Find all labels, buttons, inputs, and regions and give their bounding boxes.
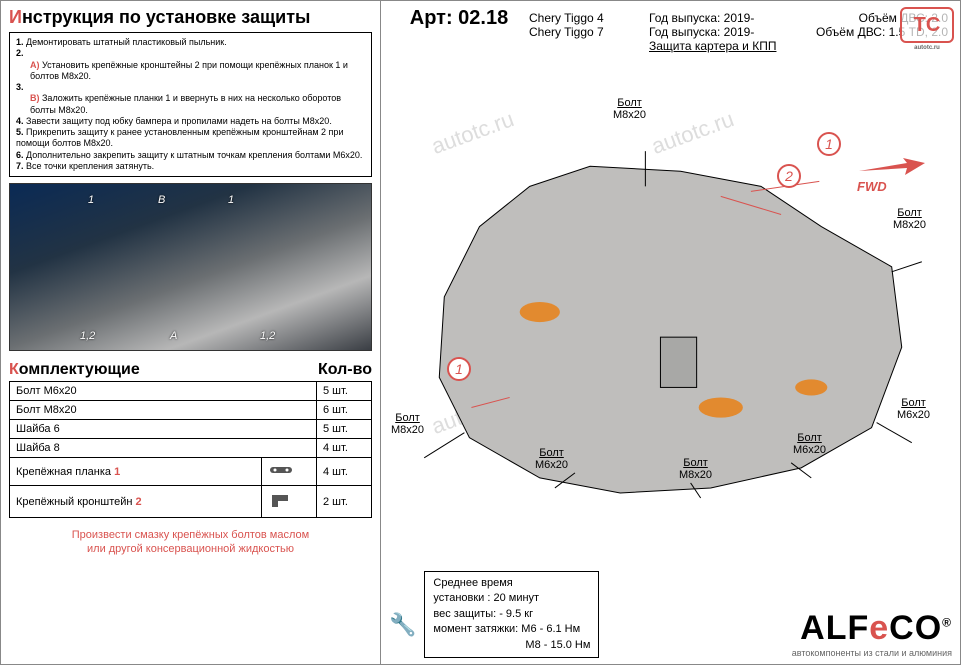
instructions-title: Инструкция по установке защиты: [9, 7, 372, 28]
bolt-label: БолтМ6х20: [535, 447, 568, 471]
header-row: Арт: 02.18 Chery Tiggo 4 Chery Tiggo 7 Г…: [389, 7, 952, 53]
bottom-row: 🔧 Среднее время установки : 20 минут вес…: [389, 571, 952, 658]
alfeco-logo: ALFeCO® автокомпоненты из стали и алюмин…: [792, 609, 952, 658]
callout-number: 1: [817, 132, 841, 156]
table-row: Крепёжная планка 14 шт.: [10, 458, 372, 486]
bolt-label: БолтМ8х20: [613, 97, 646, 121]
stats-box: Среднее время установки : 20 минут вес з…: [424, 571, 599, 658]
bolt-label: БолтМ6х20: [793, 432, 826, 456]
photo-annotation: B: [158, 194, 165, 206]
instruction-step: 2.: [16, 48, 365, 59]
photo-annotation: 1,2: [260, 330, 275, 342]
tc-logo: TC autotc.ru: [900, 7, 954, 43]
table-row: Шайба 84 шт.: [10, 439, 372, 458]
photo-annotation: 1: [88, 194, 94, 206]
right-column: TC autotc.ru Арт: 02.18 Chery Tiggo 4 Ch…: [381, 1, 960, 664]
fwd-indicator: FWD: [857, 157, 927, 194]
instruction-step: 1. Демонтировать штатный пластиковый пыл…: [16, 37, 365, 48]
table-row: Болт М6х205 шт.: [10, 382, 372, 401]
instruction-step: В) Заложить крепёжные планки 1 и ввернут…: [16, 93, 365, 116]
photo-annotation: A: [170, 330, 177, 342]
instruction-step: 7. Все точки крепления затянуть.: [16, 161, 365, 172]
components-header: Комплектующие Кол-во: [9, 361, 372, 379]
table-row: Крепёжный кронштейн 22 шт.: [10, 486, 372, 518]
photo-annotation: 1: [228, 194, 234, 206]
installation-photo: 1 1 B 1,2 1,2 A: [9, 183, 372, 351]
table-row: Шайба 65 шт.: [10, 420, 372, 439]
instruction-step: 4. Завести защиту под юбку бампера и про…: [16, 116, 365, 127]
callout-number: 1: [447, 357, 471, 381]
bolt-label: БолтМ8х20: [893, 207, 926, 231]
table-row: Болт М8х206 шт.: [10, 401, 372, 420]
instruction-step: 3.: [16, 82, 365, 93]
instructions-box: 1. Демонтировать штатный пластиковый пыл…: [9, 32, 372, 177]
bolt-label: БолтМ8х20: [391, 412, 424, 436]
instruction-step: 5. Прикрепить защиту к ранее установленн…: [16, 127, 365, 150]
years: Год выпуска: 2019- Год выпуска: 2019- За…: [649, 7, 809, 53]
bolt-label: БолтМ8х20: [679, 457, 712, 481]
callout-number: 2: [777, 164, 801, 188]
article-number: Арт: 02.18: [389, 7, 529, 53]
left-column: Инструкция по установке защиты 1. Демонт…: [1, 1, 381, 664]
parts-table: Болт М6х205 шт.Болт М8х206 шт.Шайба 65 ш…: [9, 381, 372, 518]
vehicles: Chery Tiggo 4 Chery Tiggo 7: [529, 7, 649, 53]
wrench-icon: 🔧: [389, 612, 416, 638]
instruction-step: 6. Дополнительно закрепить защиту к штат…: [16, 150, 365, 161]
photo-annotation: 1,2: [80, 330, 95, 342]
footer-warning: Произвести смазку крепёжных болтов масло…: [9, 528, 372, 557]
protection-diagram: FWD БолтМ8х20 БолтМ8х20 БолтМ8х20 БолтМ6х20…: [389, 57, 952, 567]
bolt-label: БолтМ6х20: [897, 397, 930, 421]
plate-svg: [389, 57, 952, 567]
instruction-step: А) Установить крепёжные кронштейны 2 при…: [16, 60, 365, 83]
